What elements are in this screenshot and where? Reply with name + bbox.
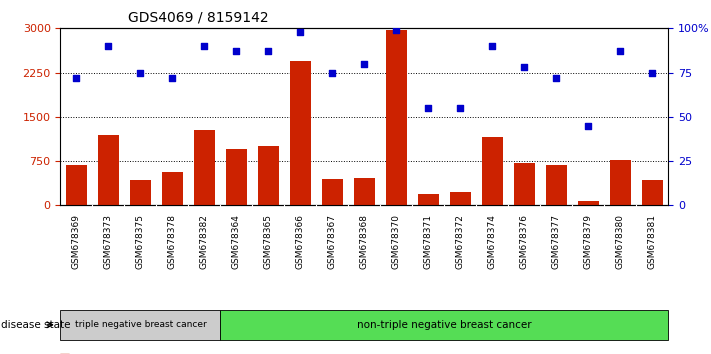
Text: GSM678372: GSM678372 — [456, 214, 465, 269]
Text: disease state: disease state — [1, 320, 70, 330]
Point — [230, 48, 242, 54]
Text: GSM678374: GSM678374 — [488, 214, 497, 269]
Text: GSM678375: GSM678375 — [136, 214, 145, 269]
Bar — [354, 178, 375, 205]
Point — [71, 75, 82, 81]
Point — [326, 70, 338, 75]
Text: non-triple negative breast cancer: non-triple negative breast cancer — [357, 320, 532, 330]
Text: GSM678371: GSM678371 — [424, 214, 433, 269]
Point — [583, 123, 594, 129]
Text: GSM678370: GSM678370 — [392, 214, 401, 269]
Text: GSM678365: GSM678365 — [264, 214, 273, 269]
Text: GSM678382: GSM678382 — [200, 214, 209, 269]
Point — [486, 43, 498, 49]
Point — [262, 48, 274, 54]
Bar — [514, 163, 535, 205]
Bar — [290, 61, 311, 205]
Bar — [450, 192, 471, 205]
Point — [358, 61, 370, 67]
Point — [135, 70, 146, 75]
Bar — [610, 160, 631, 205]
Point — [647, 70, 658, 75]
Bar — [578, 201, 599, 205]
Point — [198, 43, 210, 49]
Text: GSM678376: GSM678376 — [520, 214, 529, 269]
Bar — [418, 194, 439, 205]
Bar — [98, 135, 119, 205]
Text: GSM678368: GSM678368 — [360, 214, 369, 269]
Bar — [194, 130, 215, 205]
Text: GSM678366: GSM678366 — [296, 214, 305, 269]
Point — [518, 64, 530, 70]
Bar — [482, 137, 503, 205]
Bar — [60, 310, 220, 340]
Bar — [546, 165, 567, 205]
Text: GSM678364: GSM678364 — [232, 214, 241, 269]
Bar — [258, 146, 279, 205]
Bar — [66, 165, 87, 205]
Text: GDS4069 / 8159142: GDS4069 / 8159142 — [128, 11, 269, 25]
Point — [103, 43, 114, 49]
Point — [550, 75, 562, 81]
Bar — [226, 149, 247, 205]
Point — [391, 27, 402, 33]
Point — [166, 75, 178, 81]
Text: GSM678369: GSM678369 — [72, 214, 81, 269]
Point — [614, 48, 626, 54]
Point — [294, 29, 306, 35]
Point — [455, 105, 466, 111]
Text: GSM678373: GSM678373 — [104, 214, 113, 269]
Bar — [386, 29, 407, 205]
Text: GSM678381: GSM678381 — [648, 214, 657, 269]
Text: GSM678379: GSM678379 — [584, 214, 593, 269]
Bar — [642, 180, 663, 205]
Bar — [130, 180, 151, 205]
Text: GSM678367: GSM678367 — [328, 214, 337, 269]
Text: GSM678380: GSM678380 — [616, 214, 625, 269]
Text: triple negative breast cancer: triple negative breast cancer — [75, 320, 206, 329]
Text: GSM678377: GSM678377 — [552, 214, 561, 269]
Bar — [322, 179, 343, 205]
Bar — [220, 310, 668, 340]
Point — [422, 105, 434, 111]
Bar — [162, 172, 183, 205]
Text: GSM678378: GSM678378 — [168, 214, 177, 269]
